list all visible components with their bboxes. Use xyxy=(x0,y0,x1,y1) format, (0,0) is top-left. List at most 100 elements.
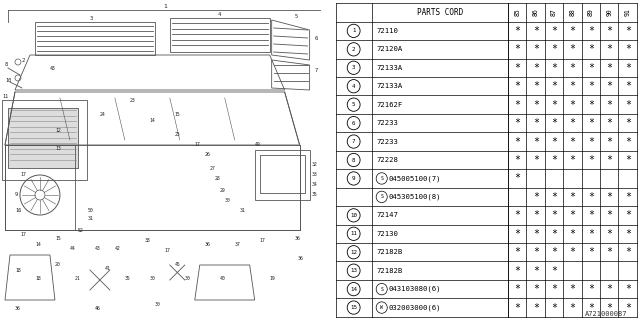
Text: *: * xyxy=(532,63,539,73)
Text: *: * xyxy=(570,137,575,147)
Text: 43: 43 xyxy=(95,245,100,251)
Text: *: * xyxy=(570,284,575,294)
Text: 10: 10 xyxy=(5,77,12,83)
Text: *: * xyxy=(570,118,575,128)
Text: 50: 50 xyxy=(88,207,93,212)
Text: *: * xyxy=(515,44,520,54)
Text: 17: 17 xyxy=(20,172,26,178)
Text: 35: 35 xyxy=(125,276,131,281)
Text: 23: 23 xyxy=(130,98,136,102)
Text: 72182B: 72182B xyxy=(376,249,403,255)
Text: *: * xyxy=(551,44,557,54)
Text: *: * xyxy=(515,118,520,128)
Text: 7: 7 xyxy=(315,68,318,73)
Text: *: * xyxy=(515,229,520,239)
Text: 44: 44 xyxy=(70,245,76,251)
Text: *: * xyxy=(588,118,594,128)
Text: *: * xyxy=(606,137,612,147)
Text: 17: 17 xyxy=(260,237,266,243)
Text: *: * xyxy=(532,303,539,313)
Text: *: * xyxy=(532,229,539,239)
Text: 30: 30 xyxy=(150,276,156,281)
Text: 30: 30 xyxy=(225,197,230,203)
Text: 14: 14 xyxy=(35,243,41,247)
Text: 46: 46 xyxy=(95,306,100,310)
Text: *: * xyxy=(551,247,557,257)
Text: S: S xyxy=(380,176,383,181)
Text: *: * xyxy=(515,26,520,36)
Text: *: * xyxy=(551,192,557,202)
Text: *: * xyxy=(551,81,557,91)
Text: 11: 11 xyxy=(350,231,357,236)
Text: 7: 7 xyxy=(352,139,355,144)
Text: 35: 35 xyxy=(312,193,317,197)
Text: *: * xyxy=(532,155,539,165)
Text: 40: 40 xyxy=(220,276,225,281)
Text: 17: 17 xyxy=(195,142,200,148)
Text: 1: 1 xyxy=(163,4,166,10)
Text: 33: 33 xyxy=(312,172,317,178)
Text: *: * xyxy=(551,26,557,36)
Text: *: * xyxy=(588,26,594,36)
Text: 36: 36 xyxy=(205,243,211,247)
Text: 30: 30 xyxy=(185,276,191,281)
Text: *: * xyxy=(551,100,557,110)
Text: 32: 32 xyxy=(312,163,317,167)
Text: 14: 14 xyxy=(150,117,156,123)
Text: *: * xyxy=(515,81,520,91)
Text: 18: 18 xyxy=(35,276,41,281)
Text: *: * xyxy=(606,100,612,110)
Text: *: * xyxy=(606,303,612,313)
Text: *: * xyxy=(515,284,520,294)
Text: 17: 17 xyxy=(20,233,26,237)
Text: 9: 9 xyxy=(352,176,355,181)
Text: *: * xyxy=(551,118,557,128)
Text: *: * xyxy=(588,210,594,220)
Text: *: * xyxy=(515,137,520,147)
Text: *: * xyxy=(515,303,520,313)
Text: *: * xyxy=(606,81,612,91)
Text: *: * xyxy=(570,26,575,36)
Text: 5: 5 xyxy=(294,13,298,19)
Text: 21: 21 xyxy=(75,276,81,281)
Text: 31: 31 xyxy=(88,215,93,220)
Text: *: * xyxy=(625,284,630,294)
Text: S: S xyxy=(380,287,383,292)
Text: 2: 2 xyxy=(22,58,25,62)
Text: 18: 18 xyxy=(15,268,20,273)
Text: 34: 34 xyxy=(312,182,317,188)
Text: 4: 4 xyxy=(218,12,221,17)
Text: 5: 5 xyxy=(352,102,355,107)
Text: *: * xyxy=(570,247,575,257)
Text: 72162F: 72162F xyxy=(376,102,403,108)
Text: *: * xyxy=(532,192,539,202)
Text: 043103080(6): 043103080(6) xyxy=(389,286,442,292)
Text: *: * xyxy=(570,100,575,110)
Text: *: * xyxy=(515,173,520,183)
Text: *: * xyxy=(532,210,539,220)
Text: 85: 85 xyxy=(515,9,520,16)
Text: 8: 8 xyxy=(5,62,8,68)
Text: *: * xyxy=(625,100,630,110)
Text: *: * xyxy=(570,229,575,239)
Bar xyxy=(2,100,87,180)
Text: *: * xyxy=(606,192,612,202)
Text: 6: 6 xyxy=(352,121,355,126)
Text: *: * xyxy=(515,266,520,276)
Text: 41: 41 xyxy=(105,266,111,270)
Text: 2: 2 xyxy=(352,47,355,52)
Text: *: * xyxy=(588,303,594,313)
Text: 90: 90 xyxy=(606,9,612,16)
Text: 72130: 72130 xyxy=(376,231,398,237)
Text: 72182B: 72182B xyxy=(376,268,403,274)
Text: *: * xyxy=(532,137,539,147)
Text: 16: 16 xyxy=(15,207,21,212)
Text: 29: 29 xyxy=(220,188,225,193)
Text: *: * xyxy=(551,210,557,220)
Text: *: * xyxy=(515,155,520,165)
Text: *: * xyxy=(625,247,630,257)
Text: *: * xyxy=(570,192,575,202)
Text: *: * xyxy=(532,100,539,110)
Text: *: * xyxy=(606,284,612,294)
Text: *: * xyxy=(588,284,594,294)
